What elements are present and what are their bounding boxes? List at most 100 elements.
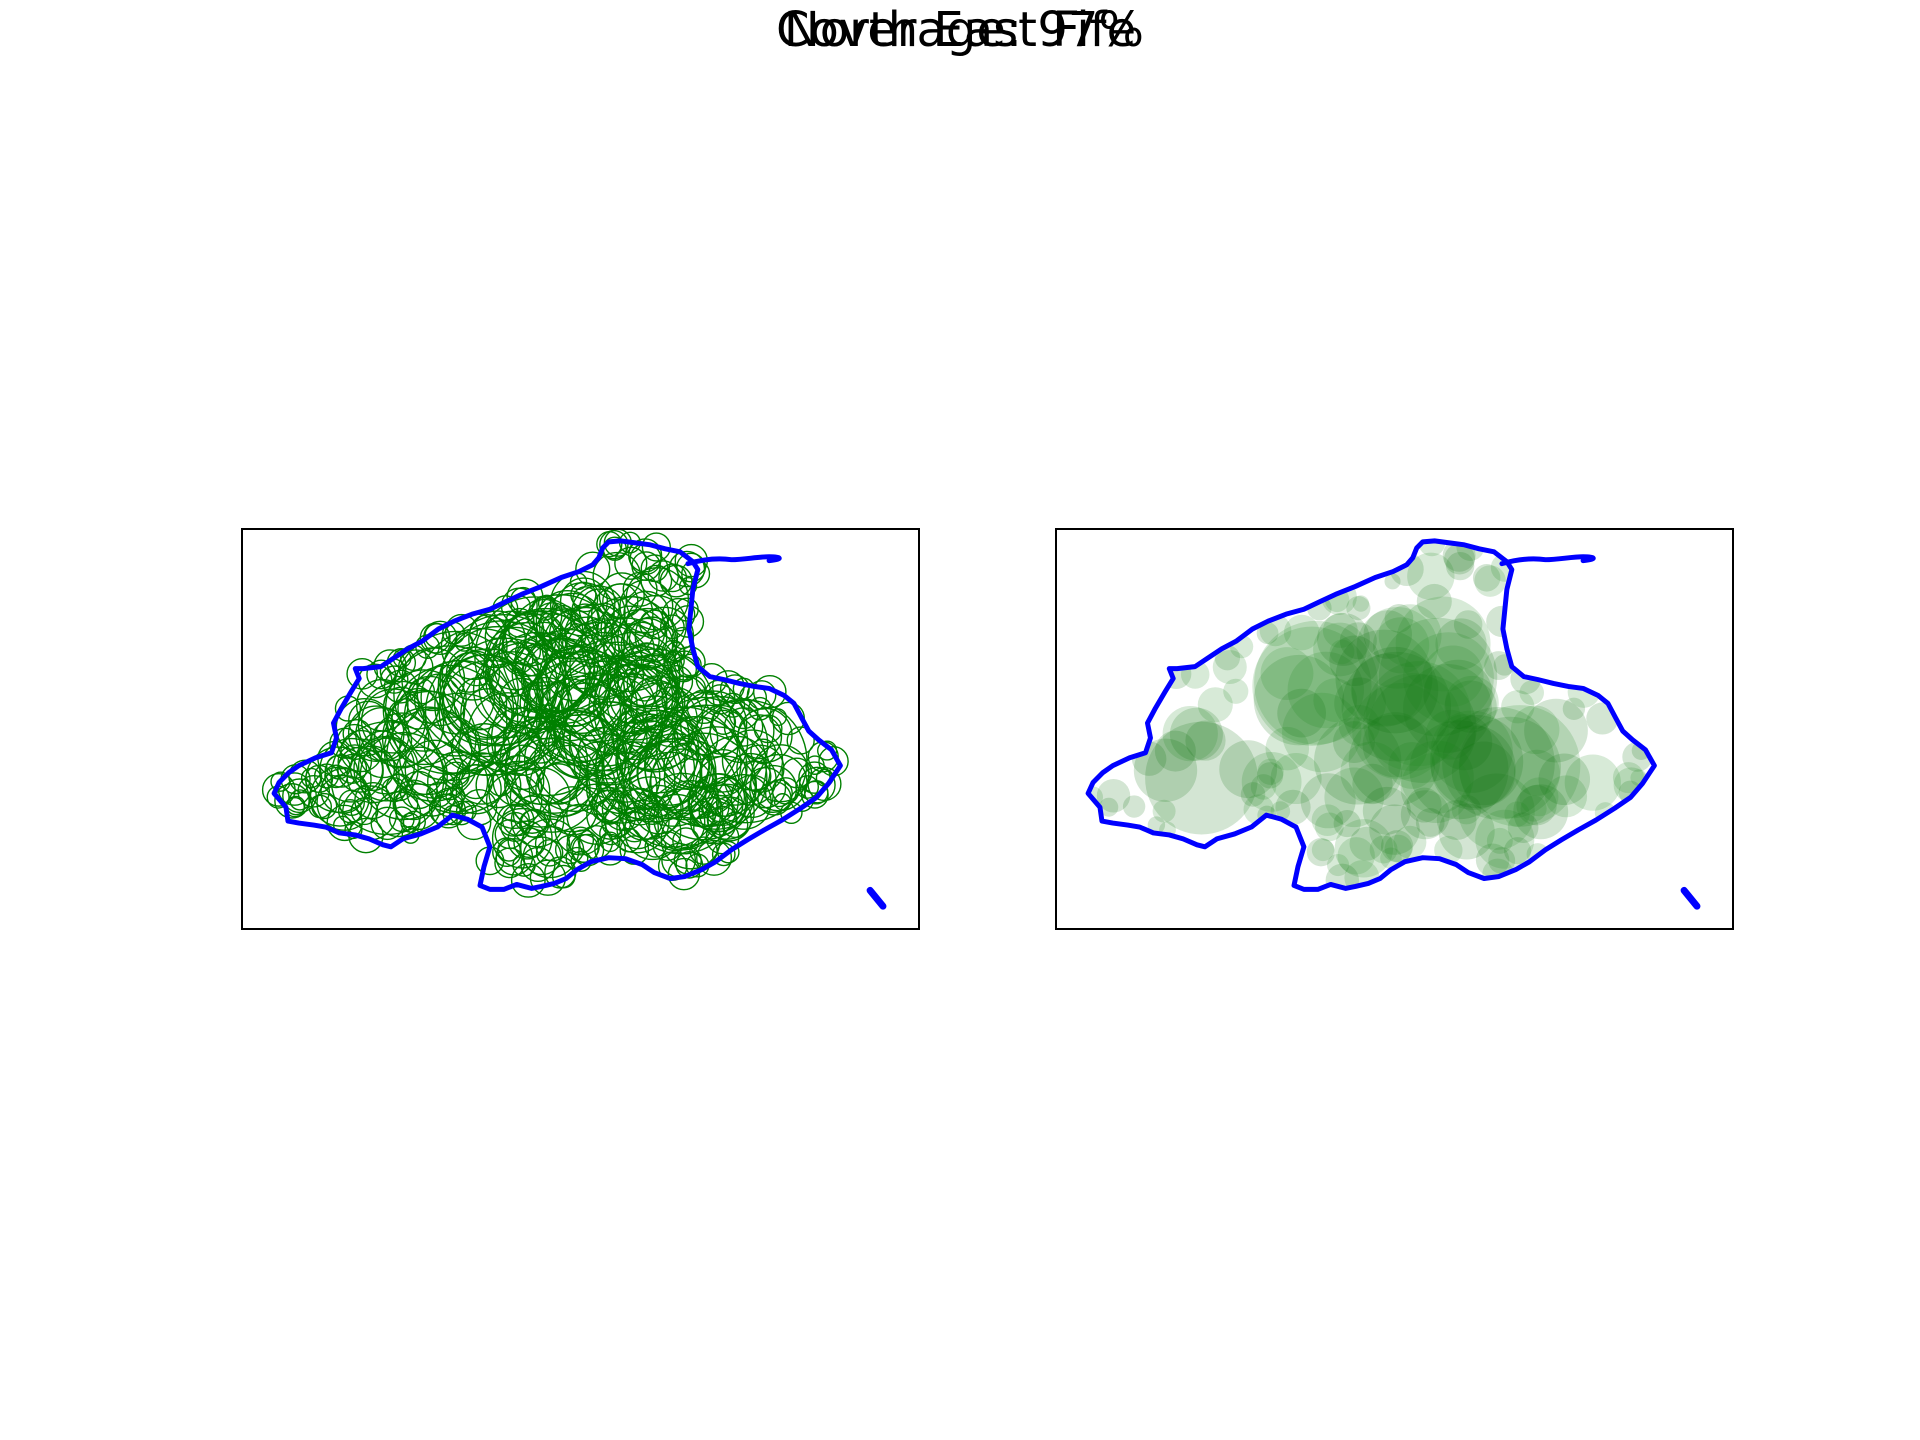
coverage-circle-outline	[688, 772, 749, 833]
coverage-circle-outline	[798, 766, 836, 804]
coverage-circle-fill	[1334, 819, 1394, 878]
coverage-circle-outline	[601, 654, 645, 698]
coverage-circle-fill	[1378, 604, 1442, 668]
coverage-circle-outline	[535, 761, 591, 817]
coverage-circle-outline	[686, 689, 722, 725]
coverage-circle-outline	[460, 662, 565, 767]
coverage-circle-outline	[817, 740, 838, 761]
coverage-circle-fill	[1314, 717, 1402, 805]
coverage-circle-outline	[689, 836, 718, 865]
coverage-circle-fill	[1380, 830, 1414, 863]
coverage-circle-fill	[1352, 595, 1370, 612]
coverage-circle-outline	[746, 680, 777, 710]
coverage-circle-fill	[1326, 853, 1350, 877]
coverage-circle-outline	[595, 741, 676, 822]
coverage-circle-fill	[1429, 714, 1524, 809]
coverage-circle-fill	[1219, 740, 1278, 799]
coverage-circle-outline	[357, 680, 445, 768]
coverage-circle-fill	[1162, 706, 1218, 762]
coverage-circle-fill	[1442, 707, 1555, 820]
coverage-circle-fill	[1333, 809, 1361, 838]
coverage-circle-fill	[1329, 635, 1380, 687]
coverage-circle-outline	[404, 739, 464, 799]
coverage-circle-outline	[475, 762, 522, 809]
island-boundary	[866, 886, 887, 910]
coverage-circle-fill	[1212, 649, 1247, 685]
coverage-circle-outline	[723, 752, 777, 806]
coverage-circle-outline	[592, 551, 642, 601]
coverage-circle-fill	[1287, 651, 1365, 729]
coverage-circle-outline	[699, 748, 747, 797]
coverage-circle-outline	[474, 596, 596, 719]
coverage-circle-fill	[1453, 610, 1483, 639]
coverage-circle-outline	[340, 729, 383, 773]
coverage-circle-outline	[585, 752, 658, 824]
coverage-circle-outline	[679, 653, 702, 677]
coverage-circle-fill	[1384, 573, 1401, 590]
coverage-circle-outline	[522, 638, 609, 724]
region-boundary	[1085, 538, 1657, 892]
coverage-circle-fill	[1250, 774, 1277, 800]
coverage-circle-fill	[1519, 680, 1544, 705]
coverage-circle-fill	[1513, 784, 1569, 840]
coverage-circle-outline	[548, 786, 598, 836]
coverage-circle-outline	[752, 674, 787, 709]
coverage-circle-fill	[1545, 775, 1588, 818]
coverage-circle-fill	[1538, 753, 1591, 806]
coverage-circle-fill	[1458, 705, 1581, 827]
coverage-circle-fill	[1451, 794, 1482, 825]
coverage-circle-outline	[514, 638, 542, 665]
coverage-circle-fill	[1253, 654, 1345, 746]
coverage-circle-outline	[676, 552, 707, 583]
coverage-circle-fill	[1252, 626, 1372, 746]
coverage-circle-fill	[1348, 714, 1441, 807]
coverage-circle-outline	[753, 714, 783, 744]
coverage-circle-fill	[1363, 610, 1413, 659]
coverage-circle-outline	[393, 779, 434, 821]
island-boundary	[1680, 886, 1701, 910]
coverage-circle-fill	[1431, 725, 1516, 810]
coverage-circle-fill	[1254, 620, 1378, 745]
coverage-circle-fill	[1356, 607, 1439, 689]
coverage-circle-fill	[1403, 663, 1492, 753]
coverage-circle-outline	[444, 613, 479, 647]
coverage-circle-fill	[1393, 825, 1427, 859]
map-right-svg	[1085, 538, 1701, 910]
coverage-circle-fill	[1324, 767, 1385, 828]
coverage-circle-outline	[274, 783, 310, 819]
coverage-circle-fill	[1169, 707, 1223, 761]
coverage-circle-outline	[320, 767, 367, 814]
coverage-circle-fill	[1519, 777, 1559, 817]
coverage-circle-outline	[693, 811, 726, 844]
coverage-circle-fill	[1503, 837, 1532, 865]
coverage-circle-fill	[1337, 837, 1375, 875]
coverage-circle-fill	[1369, 804, 1420, 855]
coverage-circle-fill	[1277, 688, 1326, 738]
coverage-circle-fill	[1395, 596, 1491, 692]
coverage-circle-outline	[704, 776, 746, 817]
coverage-circle-fill	[1350, 653, 1423, 726]
coverage-circle-outline	[764, 779, 793, 808]
filled-region	[1088, 540, 1653, 890]
coverage-circle-outline	[599, 530, 629, 560]
coverage-circle-outline	[538, 678, 602, 742]
coverage-circle-outline	[737, 714, 783, 760]
coverage-circle-fill	[1416, 583, 1452, 619]
coverage-circle-outline	[803, 779, 829, 805]
coverage-circle-outline	[297, 774, 331, 808]
coverage-circle-outline	[633, 784, 684, 835]
coverage-circle-outline	[572, 586, 599, 613]
coverage-circle-fill	[1300, 773, 1356, 829]
coverage-circle-outline	[270, 771, 291, 792]
coverage-circle-outline	[660, 665, 694, 699]
coverage-circle-outline	[506, 646, 534, 674]
coverage-circle-fill	[1475, 843, 1510, 877]
coverage-circle-outline	[451, 764, 502, 815]
coverage-circle-fill	[1436, 800, 1477, 840]
coverage-circle-fill	[1122, 795, 1146, 818]
coverage-circle-fill	[1314, 812, 1344, 842]
coverage-circle-outline	[710, 709, 737, 735]
coverage-circle-outline	[616, 643, 681, 708]
coverage-circle-outline	[605, 605, 655, 655]
coverage-circle-outline	[723, 707, 764, 747]
